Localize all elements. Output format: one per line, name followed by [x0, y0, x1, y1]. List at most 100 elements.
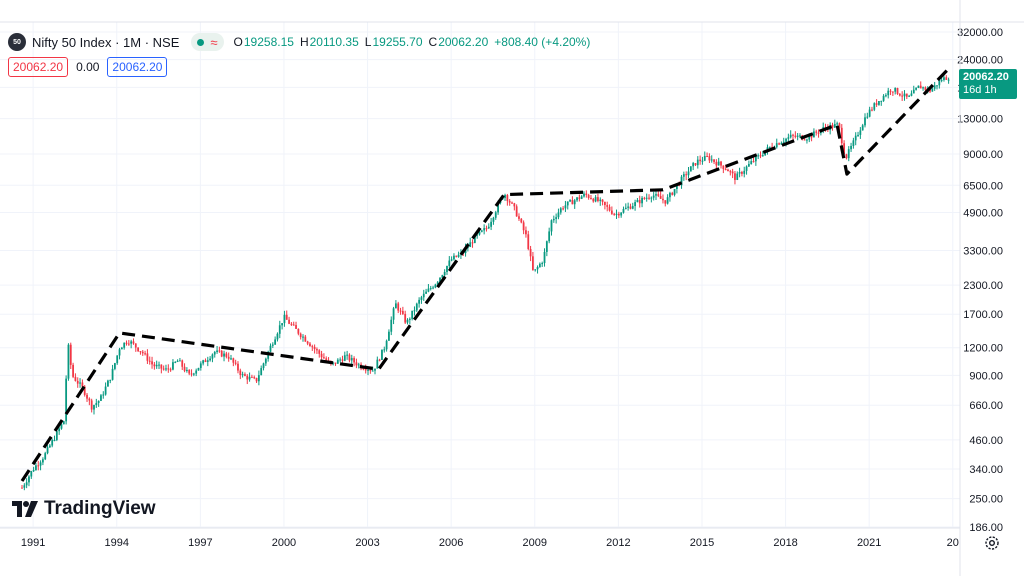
candle-body [253, 377, 256, 379]
settings-gear-icon[interactable] [983, 534, 1001, 552]
brand-name: TradingView [44, 498, 156, 519]
candle-body [155, 364, 158, 367]
x-tick-label: 2015 [690, 537, 714, 549]
candle-body [666, 197, 669, 204]
candle-body [392, 308, 395, 320]
candle-body [673, 189, 676, 195]
candle-body [390, 319, 393, 332]
candle-body [713, 159, 715, 162]
candle-body [413, 310, 416, 312]
candle-body [629, 206, 632, 209]
candle-body [896, 88, 899, 94]
candle-body [401, 311, 404, 314]
candle-body [448, 260, 451, 266]
candle-body [197, 367, 200, 371]
candle-body [743, 170, 746, 174]
candle-body [185, 369, 188, 371]
candle-body [97, 400, 100, 403]
market-open-dot-icon [197, 38, 205, 46]
candle-body [652, 195, 655, 198]
candle-body [840, 127, 843, 144]
candle-body [938, 80, 941, 86]
wave-icon: ≈ [210, 34, 218, 50]
candle-body [775, 143, 778, 148]
candle-body [734, 173, 736, 180]
candle-body [940, 79, 943, 81]
candle-body [566, 201, 569, 206]
candle-body [432, 287, 434, 289]
candle-body [153, 364, 156, 367]
candle-body [127, 343, 130, 345]
candle-body [202, 360, 205, 364]
market-status-pill[interactable]: ≈ [191, 33, 224, 51]
candle-body [620, 212, 623, 216]
candle-body [706, 155, 708, 157]
candle-body [137, 347, 140, 352]
candle-body [299, 333, 302, 338]
candle-body [901, 95, 904, 97]
candle-body [306, 341, 309, 344]
y-tick-label: 900.00 [969, 370, 1003, 382]
candle-body [346, 354, 349, 356]
candle-body [894, 88, 897, 92]
symbol-title[interactable]: Nifty 50 Index · 1M · NSE [32, 34, 180, 50]
candle-body [615, 213, 618, 215]
candle-body [251, 376, 253, 378]
candle-body [450, 259, 453, 261]
candle-body [557, 212, 560, 218]
sell-price-box[interactable]: 20062.20 [8, 57, 69, 77]
candle-body [885, 95, 887, 97]
tradingview-logo[interactable]: TradingView [12, 498, 156, 520]
candle-body [943, 77, 945, 80]
candle-body [455, 255, 458, 257]
candle-body [578, 197, 581, 199]
symbol-logo-icon[interactable]: 50 [8, 33, 26, 51]
candle-body [875, 103, 878, 105]
candle-body [376, 359, 379, 369]
candle-body [316, 349, 318, 351]
candle-body [278, 325, 281, 334]
candle-body [854, 135, 857, 141]
candle-body [192, 373, 195, 375]
candle-body [388, 331, 390, 341]
candle-body [257, 375, 260, 382]
candle-body [587, 195, 590, 198]
x-tick-label: 2009 [523, 537, 547, 549]
candle-body [274, 339, 277, 345]
candle-body [859, 130, 862, 135]
candle-body [21, 487, 23, 489]
candle-body [754, 156, 757, 162]
candle-body [675, 184, 678, 190]
ohlc-change: +808.40 (+4.20%) [494, 35, 591, 49]
candle-body [30, 471, 33, 477]
candle-body [511, 202, 513, 204]
spread-value: 0.00 [76, 60, 100, 74]
candle-body [311, 346, 314, 348]
buy-price-box[interactable]: 20062.20 [107, 57, 168, 77]
bar-countdown: 16d 1h [963, 84, 997, 96]
candle-body [334, 362, 337, 364]
candle-body [213, 352, 216, 355]
candle-body [778, 143, 780, 145]
candle-body [845, 154, 848, 159]
candle-body [292, 324, 295, 326]
candle-body [181, 360, 184, 367]
candle-body [919, 85, 922, 89]
candle-body [924, 87, 927, 90]
candle-body [100, 395, 102, 401]
candle-body [111, 368, 114, 380]
candle-body [887, 90, 890, 96]
candle-body [710, 159, 713, 161]
candle-body [123, 342, 126, 348]
candle-body [471, 242, 474, 244]
candle-body [399, 310, 402, 312]
candle-body [188, 369, 191, 374]
candle-body [160, 364, 163, 369]
candle-body [562, 208, 565, 210]
tradingview-logo-icon [12, 501, 38, 517]
candle-body [343, 355, 346, 361]
candle-body [237, 363, 239, 371]
candle-body [555, 217, 558, 219]
candle-body [838, 123, 841, 128]
